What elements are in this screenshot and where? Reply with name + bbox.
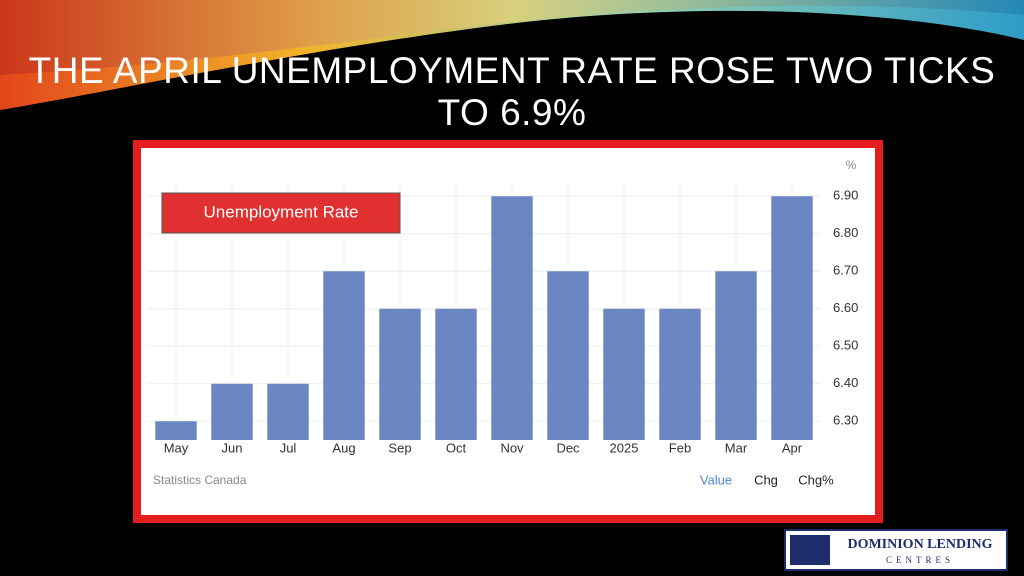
bar	[379, 308, 421, 440]
x-tick-label: Mar	[725, 440, 748, 455]
bar	[323, 271, 365, 440]
bar	[491, 196, 533, 440]
x-tick-label: Jun	[222, 440, 243, 455]
x-tick-label: Sep	[388, 440, 411, 455]
plot: % 6.30 6.40 6.50 6.60 6.70 6.80 6.90 May Jun Jul Au…	[148, 158, 858, 487]
unit-label: %	[846, 158, 857, 172]
x-tick-label: Oct	[446, 440, 467, 455]
logo-text: DOMINION LENDING	[847, 537, 992, 552]
bar	[771, 196, 813, 440]
legend-box	[161, 192, 401, 234]
y-tick-label: 6.80	[833, 225, 858, 240]
y-tick-label: 6.70	[833, 263, 858, 278]
bar	[715, 271, 757, 440]
bar	[155, 421, 197, 440]
x-tick-label: Dec	[556, 440, 580, 455]
tab[interactable]: Chg	[754, 472, 778, 487]
x-tick-label: May	[164, 440, 189, 455]
x-tick-label: Feb	[669, 440, 691, 455]
x-tick-label: Aug	[332, 440, 355, 455]
bar	[435, 308, 477, 440]
x-tick-label: Apr	[782, 440, 803, 455]
tab[interactable]: Value	[700, 472, 732, 487]
source: Statistics Canada	[153, 473, 247, 487]
logo-icon	[790, 535, 830, 565]
y-tick-label: 6.60	[833, 300, 858, 315]
bar	[211, 383, 253, 440]
slide-title: THE APRIL UNEMPLOYMENT RATE ROSE TWO TIC…	[28, 50, 996, 133]
y-tick-label: 6.40	[833, 375, 858, 390]
x-tick-label: Nov	[500, 440, 524, 455]
bar	[659, 308, 701, 440]
y-tick-label: 6.50	[833, 338, 858, 353]
bar	[603, 308, 645, 440]
x-tick-label: 2025	[610, 440, 639, 455]
legend-label: Unemployment Rate	[204, 202, 359, 221]
x-tick-label: Jul	[280, 440, 297, 455]
bar	[267, 383, 309, 440]
swoosh	[0, 0, 1024, 75]
logo-text: CENTRES	[886, 555, 954, 565]
tab[interactable]: Chg%	[798, 472, 834, 487]
bar	[547, 271, 589, 440]
y-tick-label: 6.90	[833, 188, 858, 203]
y-tick-label: 6.30	[833, 413, 858, 428]
